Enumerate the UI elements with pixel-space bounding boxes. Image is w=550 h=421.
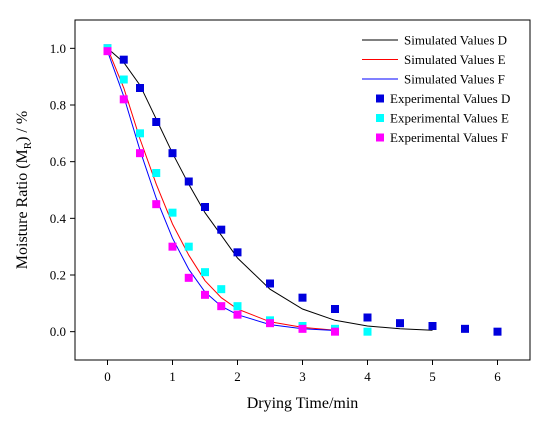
x-axis-title: Drying Time/min xyxy=(247,395,359,412)
axes: 0 1 2 3 4 5 6 0.0 0.2 0.4 0.6 0.8 1.0 xyxy=(50,41,502,384)
legend-swatch-marker xyxy=(376,114,384,122)
x-tick-label: 4 xyxy=(364,369,371,384)
x-tick-label: 5 xyxy=(429,369,436,384)
x-tick-label: 2 xyxy=(234,369,241,384)
data-point xyxy=(136,149,144,158)
data-point xyxy=(168,208,177,217)
data-point xyxy=(184,273,193,282)
data-point xyxy=(461,324,469,333)
data-point xyxy=(493,327,502,336)
data-point xyxy=(136,84,144,92)
data-point xyxy=(217,285,226,294)
data-point xyxy=(201,268,209,277)
data-point xyxy=(184,242,193,251)
data-point xyxy=(168,242,177,251)
legend-swatch-marker xyxy=(376,94,384,103)
y-tick-label: 0.6 xyxy=(50,154,67,169)
data-point xyxy=(103,47,112,56)
data-point xyxy=(266,279,274,288)
data-point xyxy=(201,203,209,211)
data-point xyxy=(428,322,437,330)
y-axis-title-subscript: R xyxy=(22,141,34,149)
y-tick-label: 0.4 xyxy=(50,211,67,226)
data-point xyxy=(168,149,177,158)
series-line-f xyxy=(107,51,336,331)
series-line-d xyxy=(107,47,433,331)
y-axis-title-main: Moisture Ratio (M xyxy=(14,149,31,269)
data-point xyxy=(363,313,372,322)
data-point xyxy=(136,129,144,138)
data-point xyxy=(331,327,339,336)
data-point xyxy=(363,327,372,336)
y-tick-label: 0.8 xyxy=(50,98,66,113)
data-point xyxy=(396,319,404,328)
data-point xyxy=(119,95,128,104)
x-tick-label: 6 xyxy=(494,369,501,384)
y-axis-title-tail: ) / % xyxy=(14,111,31,142)
y-tick-label: 0.0 xyxy=(50,324,66,339)
legend-label: Experimental Values E xyxy=(390,111,509,126)
legend-label: Simulated Values D xyxy=(404,33,507,48)
data-point xyxy=(119,75,128,84)
data-point xyxy=(184,177,193,186)
plot-area xyxy=(103,44,502,336)
legend-swatch-marker xyxy=(376,133,384,142)
y-tick-label: 0.2 xyxy=(50,268,66,283)
data-point xyxy=(298,324,307,333)
data-point xyxy=(331,305,339,313)
data-point xyxy=(233,302,242,311)
data-point xyxy=(152,118,161,126)
data-point xyxy=(298,293,307,302)
data-point xyxy=(152,200,161,209)
legend-label: Experimental Values D xyxy=(390,91,510,106)
data-point xyxy=(266,319,274,328)
y-tick-label: 1.0 xyxy=(50,41,66,56)
legend-label: Simulated Values F xyxy=(404,72,505,87)
data-point xyxy=(217,302,226,311)
data-point xyxy=(201,290,209,299)
legend-label: Simulated Values E xyxy=(404,52,506,67)
data-point xyxy=(152,169,161,177)
data-point xyxy=(217,225,226,234)
data-point xyxy=(233,310,242,319)
data-point xyxy=(233,248,242,257)
legend-label: Experimental Values F xyxy=(390,130,508,145)
x-tick-label: 1 xyxy=(169,369,176,384)
x-tick-label: 3 xyxy=(299,369,306,384)
data-point xyxy=(119,55,128,64)
x-tick-label: 0 xyxy=(104,369,111,384)
legend: Simulated Values D Simulated Values E Simu… xyxy=(362,33,510,145)
y-axis-title: Moisture Ratio (MR) / % xyxy=(14,111,34,269)
